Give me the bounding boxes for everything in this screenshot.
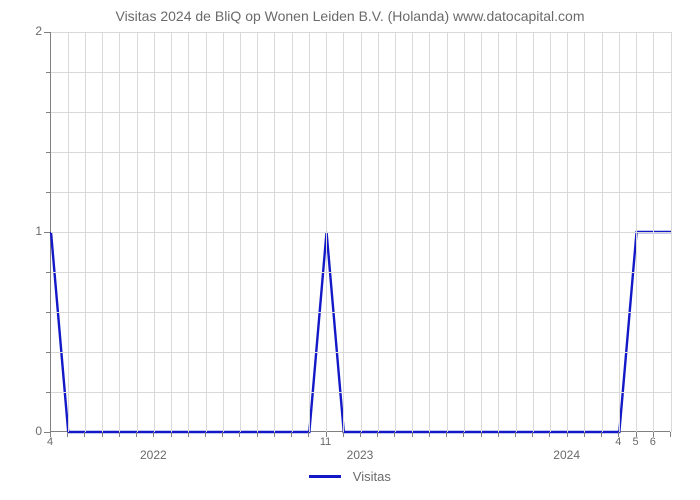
x-tick: [377, 432, 378, 437]
x-tick: [515, 432, 516, 437]
x-tick: [188, 432, 189, 437]
grid-h-minor: [51, 192, 671, 193]
x-tick: [429, 432, 430, 437]
y-tick-minor: [46, 112, 50, 113]
x-axis-sub-label: 6: [645, 436, 661, 448]
x-tick: [394, 432, 395, 437]
x-tick: [308, 432, 309, 437]
x-tick: [567, 432, 568, 437]
y-tick-minor: [46, 72, 50, 73]
x-tick: [222, 432, 223, 437]
grid-h: [51, 32, 671, 33]
y-tick-minor: [46, 272, 50, 273]
x-axis-label: 2024: [547, 448, 587, 462]
grid-h-minor: [51, 352, 671, 353]
legend-swatch: [309, 475, 341, 478]
x-tick: [343, 432, 344, 437]
grid-h-minor: [51, 272, 671, 273]
x-tick: [136, 432, 137, 437]
x-axis-label: 2022: [133, 448, 173, 462]
x-tick: [67, 432, 68, 437]
x-axis-sub-label: 4: [42, 436, 58, 448]
x-tick: [446, 432, 447, 437]
y-tick-minor: [46, 392, 50, 393]
grid-h-minor: [51, 72, 671, 73]
x-tick: [239, 432, 240, 437]
y-tick: [44, 32, 50, 33]
chart-title: Visitas 2024 de BliQ op Wonen Leiden B.V…: [0, 8, 700, 24]
x-tick: [153, 432, 154, 437]
grid-h: [51, 232, 671, 233]
x-tick: [257, 432, 258, 437]
x-tick: [670, 432, 671, 437]
x-axis-sub-label: 4: [610, 436, 626, 448]
y-tick-minor: [46, 152, 50, 153]
x-tick: [119, 432, 120, 437]
x-tick: [463, 432, 464, 437]
y-axis-label: 2: [22, 24, 42, 38]
grid-h-minor: [51, 112, 671, 113]
x-tick: [549, 432, 550, 437]
x-tick: [102, 432, 103, 437]
x-tick: [274, 432, 275, 437]
x-tick: [291, 432, 292, 437]
x-axis-label: 2023: [340, 448, 380, 462]
grid-h-minor: [51, 392, 671, 393]
x-axis-sub-label: 11: [318, 436, 334, 448]
legend-label: Visitas: [353, 469, 391, 484]
y-axis-label: 1: [22, 224, 42, 238]
x-axis-sub-label: 5: [628, 436, 644, 448]
x-tick: [171, 432, 172, 437]
grid-h-minor: [51, 152, 671, 153]
x-tick: [205, 432, 206, 437]
x-tick: [584, 432, 585, 437]
x-tick: [412, 432, 413, 437]
x-tick: [601, 432, 602, 437]
y-axis-label: 0: [22, 424, 42, 438]
y-tick-minor: [46, 352, 50, 353]
x-tick: [481, 432, 482, 437]
x-tick: [532, 432, 533, 437]
legend: Visitas: [0, 468, 700, 484]
y-tick: [44, 232, 50, 233]
chart-container: Visitas 2024 de BliQ op Wonen Leiden B.V…: [0, 0, 700, 500]
grid-h-minor: [51, 312, 671, 313]
y-tick-minor: [46, 192, 50, 193]
plot-area: [50, 32, 670, 432]
x-tick: [360, 432, 361, 437]
x-tick: [84, 432, 85, 437]
y-tick-minor: [46, 312, 50, 313]
x-tick: [498, 432, 499, 437]
